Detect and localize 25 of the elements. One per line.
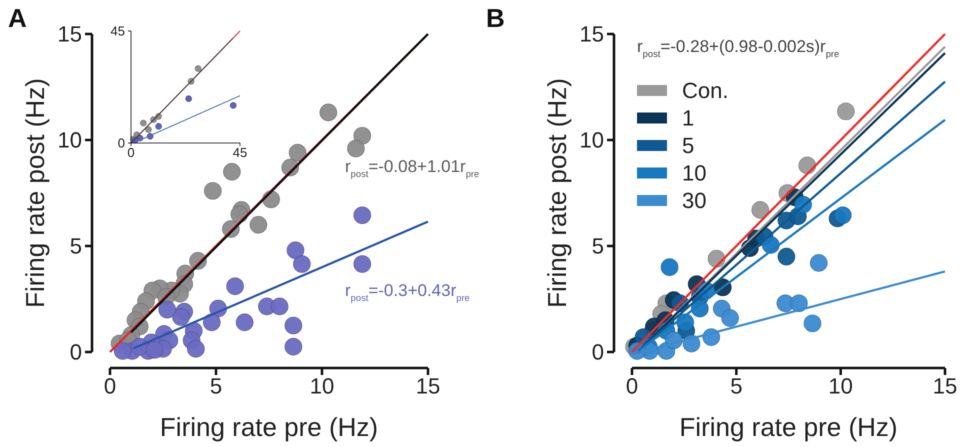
x-tick-label: 15 (932, 374, 958, 399)
y-tick-label: 0 (592, 340, 604, 365)
x-tick-label: 0 (626, 374, 638, 399)
y-tick-label: 15 (580, 22, 604, 47)
annotation: r$_{post}$=-0.3+0.43r$_{pre}$ (345, 281, 470, 304)
annotation: r$_{post}$=-0.08+1.01r$_{pre}$ (345, 157, 480, 180)
y-axis-title: Firing rate post (Hz) (542, 78, 572, 308)
y-tick-label: 5 (70, 234, 82, 259)
x-axis-title: Firing rate pre (Hz) (160, 412, 378, 442)
legend-label: 1 (682, 105, 694, 130)
y-axis-title: Firing rate post (Hz) (20, 78, 50, 308)
x-tick-label: 5 (210, 374, 222, 399)
x-tick-label: 5 (730, 374, 742, 399)
legend-label: 30 (682, 188, 706, 213)
annotation: r$_{post}$=-0.28+(0.98-0.002s)r$_{pre}$ (637, 37, 840, 60)
chart-title: B (486, 3, 505, 33)
y-tick-label: 0 (70, 340, 82, 365)
y-tick-label: 5 (592, 234, 604, 259)
x-axis-title: Firing rate pre (Hz) (679, 412, 898, 442)
legend-label: Con. (682, 78, 728, 103)
y-tick-label: 15 (58, 22, 82, 47)
x-tick-label: 15 (416, 374, 440, 399)
x-tick-label: 10 (310, 374, 334, 399)
chart-title: A (8, 3, 27, 33)
x-tick-label: 10 (828, 374, 853, 399)
